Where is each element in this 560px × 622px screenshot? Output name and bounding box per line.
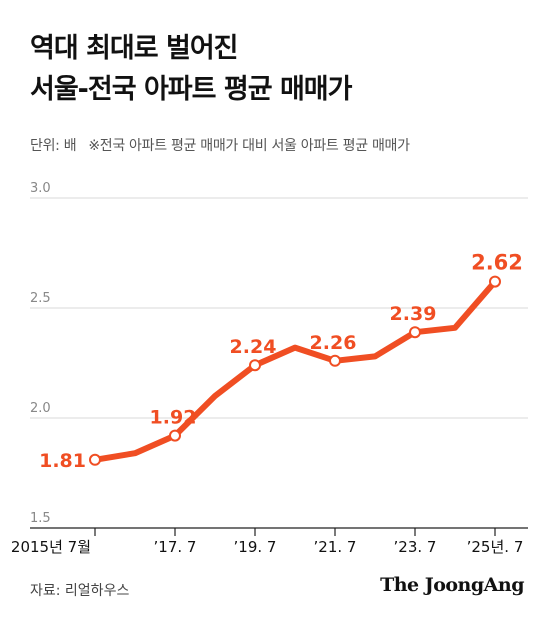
- x-tick-label: ’19. 7: [234, 538, 277, 556]
- unit-label: 단위: 배: [30, 138, 77, 154]
- x-tick-label: ’25년. 7: [467, 538, 524, 556]
- data-label: 2.24: [230, 336, 277, 358]
- source-label: 자료: 리얼하우스: [30, 583, 130, 599]
- y-tick-label: 1.5: [30, 511, 51, 526]
- data-label: 2.39: [390, 303, 437, 325]
- data-point-marker: [489, 275, 501, 288]
- data-point-marker: [249, 359, 261, 372]
- y-tick-label: 3.0: [30, 181, 51, 196]
- x-tick-label: ’17. 7: [154, 538, 197, 556]
- chart-subtitle: 단위: 배 ※전국 아파트 평균 매매가 대비 서울 아파트 평균 매매가: [30, 135, 410, 155]
- chart-title: 역대 최대로 벌어진 서울-전국 아파트 평균 매매가: [30, 28, 352, 110]
- x-tick-label: ’21. 7: [314, 538, 357, 556]
- data-label: 2.62: [471, 251, 523, 275]
- data-point-marker: [89, 453, 101, 466]
- y-tick-label: 2.5: [30, 291, 51, 306]
- title-line-1: 역대 최대로 벌어진: [30, 33, 239, 64]
- series-line: [92, 278, 498, 463]
- data-point-marker: [329, 354, 341, 367]
- x-tick-label: ’23. 7: [394, 538, 437, 556]
- data-point-marker: [409, 326, 421, 339]
- data-label: 1.92: [150, 407, 197, 429]
- x-tick-label: 2015년 7월: [11, 538, 91, 556]
- data-point-marker: [169, 429, 181, 442]
- data-label: 1.81: [39, 450, 86, 472]
- title-line-2: 서울-전국 아파트 평균 매매가: [30, 74, 352, 105]
- data-label: 2.26: [310, 332, 357, 354]
- brand-logo: The JoongAng: [380, 574, 524, 596]
- y-tick-label: 2.0: [30, 401, 51, 416]
- chart-note: ※전국 아파트 평균 매매가 대비 서울 아파트 평균 매매가: [88, 138, 410, 154]
